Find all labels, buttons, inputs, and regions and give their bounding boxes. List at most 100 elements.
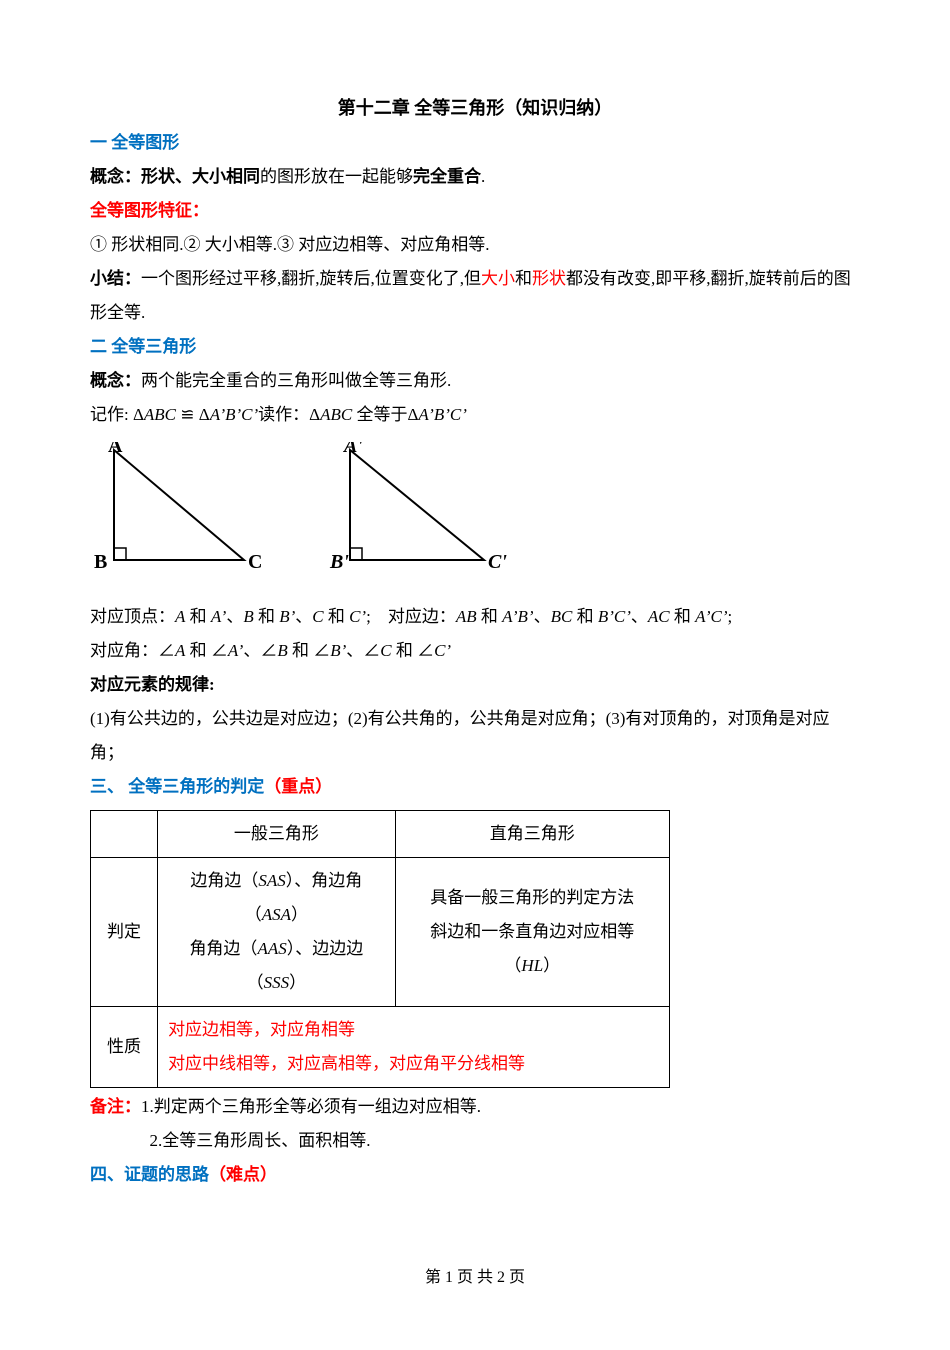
summary-mid: 和 — [515, 269, 532, 288]
a-and3: 和 ∠ — [392, 641, 435, 660]
rule-head: 对应元素的规律: — [90, 668, 860, 702]
svg-text:B': B' — [329, 551, 349, 573]
v-c: C — [312, 607, 323, 626]
page-footer: 第 1 页 共 2 页 — [90, 1262, 860, 1294]
sas: SAS — [258, 871, 285, 890]
triangle-right-svg: A' B' C' — [310, 442, 510, 582]
table-row: 判定 边角边（SAS）、角边角 （ASA） 角角边（AAS）、边边边 （SSS）… — [91, 858, 670, 1007]
rule-text: (1)有公共边的，公共边是对应边；(2)有公共角的，公共角是对应角；(3)有对顶… — [90, 702, 860, 770]
document-page: 第十二章 全等三角形（知识归纳） 一 全等图形 概念：形状、大小相同的图形放在一… — [0, 0, 950, 1350]
triangle-diagrams: ABC A'B'C' — [90, 442, 860, 582]
a-b: B — [277, 641, 287, 660]
e-and3: 和 — [670, 607, 696, 626]
section-3-head: 三、 全等三角形的判定（重点） — [90, 770, 860, 804]
concept-label: 概念： — [90, 167, 141, 186]
v-s1: 、 — [226, 607, 243, 626]
s4-head-red: （难点） — [209, 1165, 277, 1184]
v-and2: 和 — [254, 607, 280, 626]
vtx-pre: 对应顶点： — [90, 607, 175, 626]
v-b1: B’ — [279, 607, 295, 626]
section-1-head: 一 全等图形 — [90, 126, 860, 160]
s3-head-red: （重点） — [264, 777, 332, 796]
f-pre: 第 — [425, 1269, 445, 1286]
jg-l3a: 角角边（ — [189, 939, 257, 958]
corresponding-vertices-edges: 对应顶点：A 和 A’、B 和 B’、C 和 C’; 对应边：AB 和 A’B’… — [90, 600, 860, 634]
svg-text:A': A' — [342, 442, 363, 457]
section-2-head: 二 全等三角形 — [90, 330, 860, 364]
e-b1c1: B’C’ — [598, 607, 631, 626]
summary-red2: 形状 — [532, 269, 566, 288]
v-and3: 和 — [324, 607, 350, 626]
a-c: C — [380, 641, 391, 660]
edge-pre: 对应边： — [388, 607, 456, 626]
f-tot: 2 — [497, 1269, 505, 1286]
a-s2: 、 — [346, 641, 363, 660]
v-a: A — [175, 607, 185, 626]
judge-right-cell: 具备一般三角形的判定方法 斜边和一条直角边对应相等 （HL） — [395, 858, 669, 1007]
concept-mid: 的图形放在一起能够 — [260, 167, 413, 186]
criteria-table: 一般三角形 直角三角形 判定 边角边（SAS）、角边角 （ASA） 角角边（AA… — [90, 810, 670, 1088]
s4-head-pre: 四、证题的思路 — [90, 1165, 209, 1184]
features-head: 全等图形特征： — [90, 194, 860, 228]
note-label: 备注： — [90, 1097, 141, 1116]
concept-end: . — [481, 167, 485, 186]
jr-l2: 斜边和一条直角边对应相等 — [430, 922, 634, 941]
jg-l2a: （ — [245, 905, 262, 924]
summary-label: 小结： — [90, 269, 141, 288]
not-readmid: 全等于Δ — [352, 405, 418, 424]
a-a1: A’ — [228, 641, 243, 660]
a-and2: 和 ∠ — [288, 641, 331, 660]
section-1-summary: 小结：一个图形经过平移,翻折,旋转后,位置变化了,但大小和形状都没有改变,即平移… — [90, 262, 860, 330]
not-read: 读作：Δ — [258, 405, 320, 424]
header-right: 直角三角形 — [395, 811, 669, 858]
asa: ASA — [262, 905, 291, 924]
summary-pre: 一个图形经过平移,翻折,旋转后,位置变化了,但 — [141, 269, 481, 288]
svg-text:C': C' — [488, 551, 507, 573]
not-pre: 记作: Δ — [90, 405, 144, 424]
svg-text:A: A — [108, 442, 123, 457]
a-and1: 和 ∠ — [185, 641, 228, 660]
e-and2: 和 — [572, 607, 598, 626]
feature-line: ① 形状相同.② 大小相等.③ 对应边相等、对应角相等. — [90, 228, 860, 262]
jg-l1b: ）、角边角 — [286, 871, 363, 890]
v-semi: ; — [366, 607, 388, 626]
prop-l2: 对应中线相等，对应高相等，对应角平分线相等 — [168, 1054, 525, 1073]
f-post: 页 — [505, 1269, 525, 1286]
e-ac: AC — [648, 607, 670, 626]
row-judge-label: 判定 — [91, 858, 158, 1007]
f-cur: 1 — [445, 1269, 453, 1286]
svg-text:B: B — [94, 551, 107, 573]
ang-pre: 对应角：∠ — [90, 641, 175, 660]
not-cong: ≌ Δ — [176, 405, 210, 424]
v-s2: 、 — [295, 607, 312, 626]
table-row: 性质 对应边相等，对应角相等 对应中线相等，对应高相等，对应角平分线相等 — [91, 1007, 670, 1088]
a-c1: C’ — [434, 641, 451, 660]
v-a1: A’ — [211, 607, 226, 626]
e-and1: 和 — [477, 607, 503, 626]
section-1-concept: 概念：形状、大小相同的图形放在一起能够完全重合. — [90, 160, 860, 194]
section-4-head: 四、证题的思路（难点） — [90, 1158, 860, 1192]
corresponding-angles: 对应角：∠A 和 ∠A’、∠B 和 ∠B’、∠C 和 ∠C’ — [90, 634, 860, 668]
table-row: 一般三角形 直角三角形 — [91, 811, 670, 858]
f-mid: 页 共 — [453, 1269, 497, 1286]
jg-l4a: （ — [247, 973, 264, 992]
header-blank — [91, 811, 158, 858]
s3-head-pre: 三、 全等三角形的判定 — [90, 777, 264, 796]
concept2-label: 概念： — [90, 371, 141, 390]
chapter-title: 第十二章 全等三角形（知识归纳） — [90, 90, 860, 126]
a-s1: 、 — [243, 641, 260, 660]
concept-pre: 形状、大小相同 — [141, 167, 260, 186]
a-b1: B’ — [330, 641, 346, 660]
v-c1: C’ — [349, 607, 366, 626]
not-abc2: ABC — [320, 405, 352, 424]
notation-line: 记作: ΔABC ≌ ΔA’B’C’读作：ΔABC 全等于ΔA’B’C’ — [90, 398, 860, 432]
aas: AAS — [257, 939, 286, 958]
jg-l1: 边角边（ — [190, 871, 258, 890]
prop-l1: 对应边相等，对应角相等 — [168, 1020, 355, 1039]
a-a: A — [175, 641, 185, 660]
summary-red1: 大小 — [481, 269, 515, 288]
jg-l3b: ）、边边边 — [287, 939, 364, 958]
e-s2: 、 — [631, 607, 648, 626]
not-abc: ABC — [144, 405, 176, 424]
e-a1b1: A’B’ — [502, 607, 533, 626]
